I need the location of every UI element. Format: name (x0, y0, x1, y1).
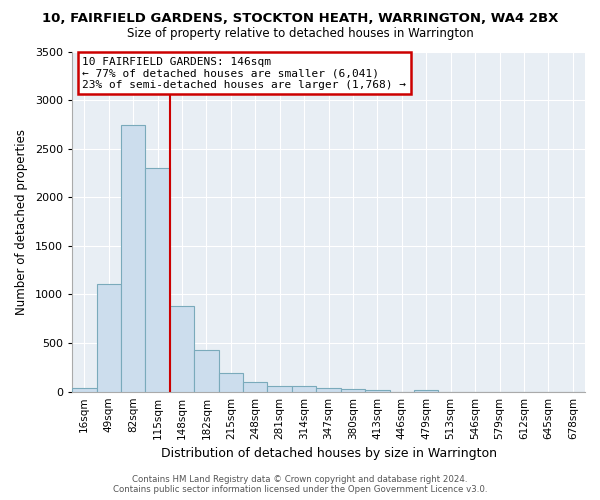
Text: Size of property relative to detached houses in Warrington: Size of property relative to detached ho… (127, 28, 473, 40)
Text: 10, FAIRFIELD GARDENS, STOCKTON HEATH, WARRINGTON, WA4 2BX: 10, FAIRFIELD GARDENS, STOCKTON HEATH, W… (42, 12, 558, 26)
Bar (194, 350, 218, 392)
Bar (316, 388, 341, 392)
Bar (121, 126, 145, 392)
Bar (341, 390, 365, 392)
Bar (170, 306, 194, 392)
Bar (72, 388, 97, 392)
Bar (145, 168, 170, 392)
Bar (414, 390, 439, 392)
Text: Contains HM Land Registry data © Crown copyright and database right 2024.
Contai: Contains HM Land Registry data © Crown c… (113, 474, 487, 494)
Bar (97, 284, 121, 392)
Bar (292, 386, 316, 392)
Bar (365, 390, 389, 392)
Bar (268, 386, 292, 392)
Y-axis label: Number of detached properties: Number of detached properties (15, 128, 28, 314)
Bar (243, 382, 268, 392)
X-axis label: Distribution of detached houses by size in Warrington: Distribution of detached houses by size … (161, 447, 497, 460)
Bar (218, 372, 243, 392)
Text: 10 FAIRFIELD GARDENS: 146sqm
← 77% of detached houses are smaller (6,041)
23% of: 10 FAIRFIELD GARDENS: 146sqm ← 77% of de… (82, 56, 406, 90)
